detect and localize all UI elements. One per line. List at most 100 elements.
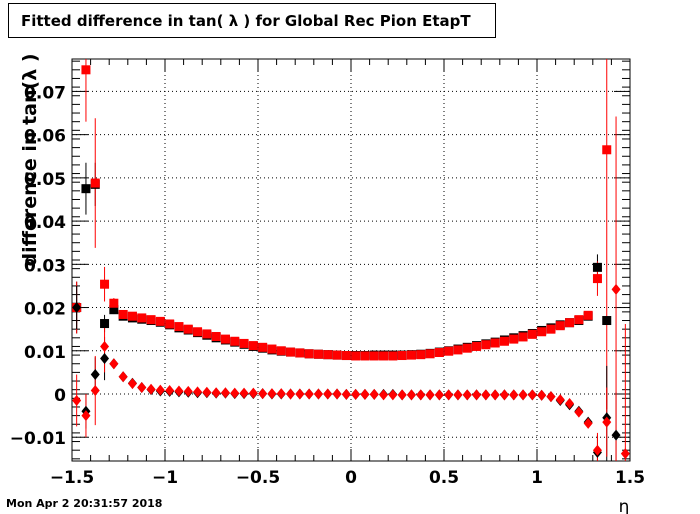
square-marker — [109, 298, 119, 308]
diamond-marker — [211, 387, 221, 399]
y-tick-label: 0 — [54, 386, 66, 406]
diamond-marker — [286, 388, 296, 400]
chart-title: Fitted difference in tan( λ ) for Global… — [21, 12, 471, 30]
diamond-marker — [341, 388, 351, 400]
diamond-marker — [397, 389, 407, 401]
diamond-marker — [490, 389, 500, 401]
diamond-marker — [499, 389, 509, 401]
diamond-marker — [90, 369, 100, 381]
x-tick-label: 0.5 — [429, 468, 459, 488]
square-marker — [425, 349, 435, 359]
square-marker — [518, 332, 528, 342]
square-marker — [481, 340, 491, 350]
square-marker — [406, 350, 416, 360]
diamond-marker — [583, 417, 593, 429]
square-marker — [220, 334, 230, 344]
diamond-marker — [611, 283, 621, 295]
square-marker — [565, 318, 575, 328]
data-points — [72, 65, 630, 460]
square-marker — [100, 279, 110, 289]
square-marker — [499, 336, 509, 346]
square-marker — [546, 324, 556, 334]
diamond-marker — [267, 388, 277, 400]
diamond-marker — [546, 391, 556, 403]
diamond-marker — [574, 406, 584, 418]
y-tick-label: 0.06 — [24, 127, 66, 147]
diamond-marker — [444, 389, 454, 401]
square-marker — [81, 184, 91, 194]
diamond-marker — [406, 389, 416, 401]
diamond-marker — [304, 388, 314, 400]
timestamp: Mon Apr 2 20:31:57 2018 — [6, 497, 163, 510]
square-marker — [174, 322, 184, 332]
square-marker — [462, 343, 472, 353]
diamond-marker — [379, 389, 389, 401]
grid — [72, 59, 630, 461]
square-marker — [555, 321, 565, 331]
x-tick-label: −1.5 — [50, 468, 94, 488]
diamond-marker — [509, 389, 519, 401]
diamond-marker — [537, 389, 547, 401]
y-tick-label: 0.05 — [24, 170, 66, 190]
square-marker — [193, 327, 203, 337]
square-marker — [472, 341, 482, 351]
diamond-marker — [620, 448, 630, 460]
diamond-marker — [416, 389, 426, 401]
square-marker — [137, 313, 147, 323]
x-tick-label: 1 — [531, 468, 543, 488]
diamond-marker — [555, 394, 565, 406]
diamond-marker — [518, 389, 528, 401]
diamond-marker — [100, 340, 110, 352]
square-marker — [509, 334, 519, 344]
diamond-marker — [81, 410, 91, 422]
square-marker — [276, 346, 286, 356]
diamond-marker — [388, 389, 398, 401]
diamond-marker — [109, 358, 119, 370]
x-axis-label: η — [619, 497, 630, 514]
diamond-marker — [369, 388, 379, 400]
square-marker — [369, 351, 379, 361]
diamond-marker — [313, 388, 323, 400]
x-tick-label: −1 — [152, 468, 178, 488]
diamond-marker — [220, 387, 230, 399]
diamond-marker — [72, 394, 82, 406]
square-marker — [323, 350, 333, 360]
diamond-marker — [434, 389, 444, 401]
square-marker — [295, 348, 305, 358]
diamond-marker — [127, 378, 137, 390]
diamond-marker — [155, 384, 165, 396]
diamond-marker — [472, 389, 482, 401]
diamond-marker — [239, 387, 249, 399]
square-marker — [444, 346, 454, 356]
square-marker — [332, 350, 342, 360]
square-marker — [602, 145, 612, 155]
diamond-marker — [248, 387, 258, 399]
square-marker — [202, 329, 212, 339]
square-marker — [127, 311, 137, 321]
x-tick-label: 1.5 — [615, 468, 645, 488]
y-tick-label: 0.03 — [24, 256, 66, 276]
square-marker — [258, 342, 268, 352]
diamond-marker — [332, 388, 342, 400]
square-marker — [397, 351, 407, 361]
square-marker — [351, 351, 361, 361]
square-marker — [286, 347, 296, 357]
square-marker — [165, 319, 175, 329]
diamond-marker — [453, 389, 463, 401]
square-marker — [146, 315, 156, 325]
diamond-marker — [276, 388, 286, 400]
y-tick-label: 0.07 — [24, 83, 66, 103]
diamond-marker — [565, 398, 575, 410]
diamond-marker — [527, 389, 537, 401]
square-marker — [490, 338, 500, 348]
square-marker — [109, 305, 119, 315]
square-marker — [379, 351, 389, 361]
tick-labels: −1.5 −1 −0.5 0 0.5 1 1.5 −0.01 0 0.01 0.02 0.03 0.04… — [10, 83, 645, 488]
y-tick-label: −0.01 — [10, 429, 66, 449]
diamond-marker — [295, 388, 305, 400]
y-tick-label: 0.01 — [24, 343, 66, 363]
diamond-marker — [611, 429, 621, 441]
square-marker — [592, 262, 602, 272]
square-marker — [118, 309, 128, 319]
